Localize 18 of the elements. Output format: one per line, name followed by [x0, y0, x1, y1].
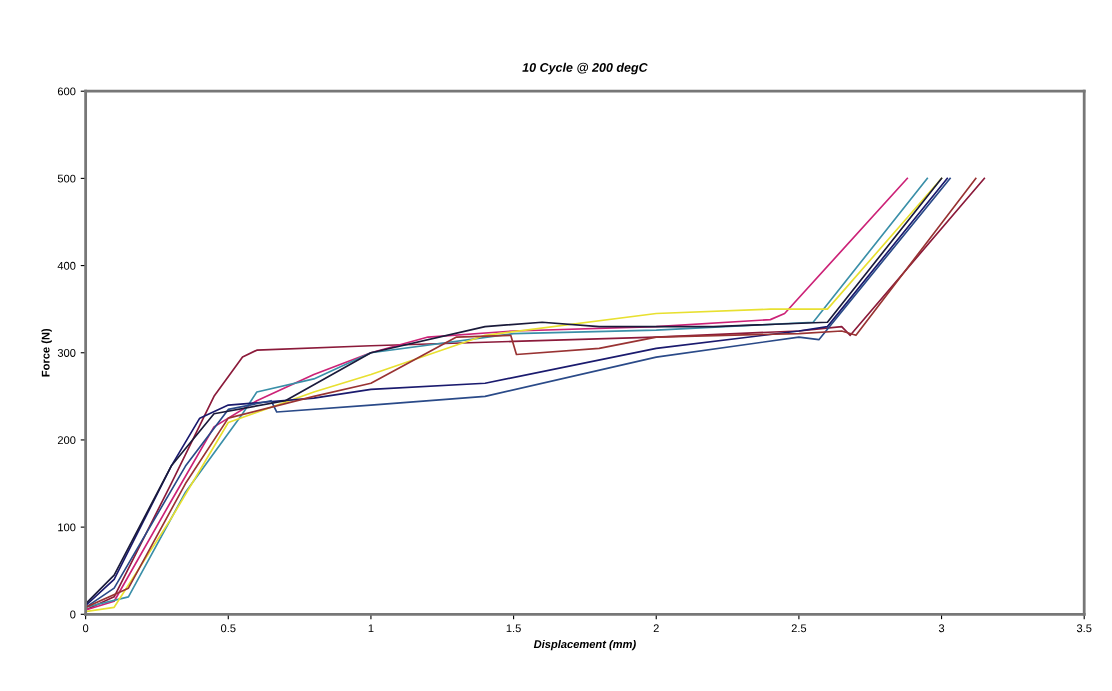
x-tick-label: 2.5 [791, 624, 807, 633]
y-tick-label: 0 [70, 610, 76, 619]
x-tick-label: 1 [368, 624, 374, 633]
x-tick-label: 0.5 [220, 624, 236, 633]
y-tick-label: 400 [57, 261, 76, 270]
x-tick-label: 1.5 [506, 624, 521, 633]
y-tick-label: 500 [57, 174, 76, 183]
chart-title: 10 Cycle @ 200 degC [522, 62, 648, 75]
x-tick-label: 3.5 [1076, 624, 1092, 633]
y-tick-label: 200 [57, 436, 76, 445]
x-tick-label: 3 [938, 624, 945, 633]
x-axis-title: Displacement (mm) [533, 639, 636, 651]
y-tick-label: 600 [57, 87, 76, 96]
x-tick-label: 2 [653, 624, 659, 633]
y-axis-title: Force (N) [41, 328, 52, 377]
y-tick-label: 300 [57, 349, 76, 357]
x-tick-label: 0 [82, 624, 89, 633]
y-tick-label: 100 [58, 523, 76, 532]
